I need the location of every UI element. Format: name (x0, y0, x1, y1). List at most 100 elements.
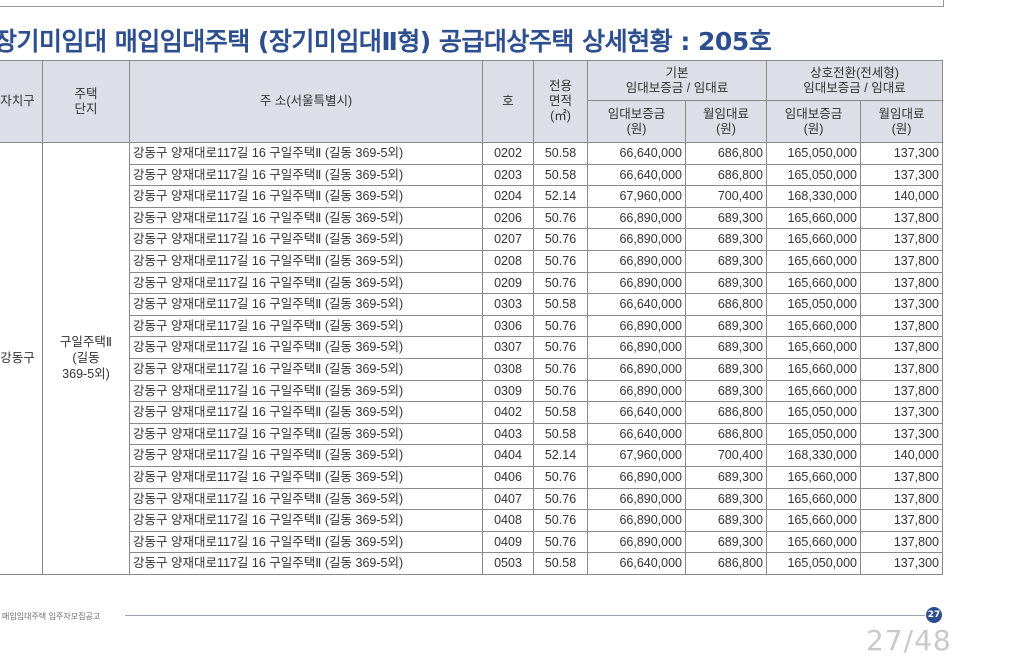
table-row: 강동구 양재대로117길 16 구일주택Ⅱ (길동 369-5외) 0503 50.… (0, 552, 943, 575)
cell-conv-deposit: 165,660,000 (766, 314, 861, 338)
cell-address: 강동구 양재대로117길 16 구일주택Ⅱ (길동 369-5외) (129, 249, 483, 273)
cell-unit: 0402 (482, 401, 534, 424)
cell-address: 강동구 양재대로117길 16 구일주택Ⅱ (길동 369-5외) (129, 357, 483, 381)
cell-conv-deposit: 165,660,000 (766, 271, 861, 295)
table-row: 강동구 양재대로117길 16 구일주택Ⅱ (길동 369-5외) 0306 50.… (0, 314, 943, 338)
footer-label: 매입임대주택 입주자모집공고 (2, 612, 101, 621)
cell-conv-rent: 137,300 (860, 552, 943, 575)
cell-area: 50.76 (533, 228, 588, 251)
cell-unit: 0404 (482, 444, 534, 467)
cell-conv-rent: 137,800 (860, 509, 943, 532)
header-conv-deposit: 임대보증금 (원) (766, 100, 861, 143)
table-row: 강동구 양재대로117길 16 구일주택Ⅱ (길동 369-5외) 0303 50.… (0, 293, 943, 316)
cell-address: 강동구 양재대로117길 16 구일주택Ⅱ (길동 369-5외) (129, 293, 483, 316)
cell-conv-deposit: 165,660,000 (766, 530, 861, 554)
cell-area: 50.58 (533, 552, 588, 575)
cell-area: 50.76 (533, 530, 588, 554)
cell-area: 52.14 (533, 185, 588, 208)
cell-area: 50.76 (533, 379, 588, 403)
cell-unit: 0308 (482, 357, 534, 381)
cell-conv-deposit: 165,660,000 (766, 206, 861, 230)
cell-conv-rent: 137,800 (860, 336, 943, 359)
footer-divider (125, 615, 925, 616)
header-area: 전용 면적 (㎡) (533, 60, 588, 143)
page-counter: 27/48 (866, 624, 952, 657)
cell-unit: 0209 (482, 271, 534, 295)
cell-conv-rent: 140,000 (860, 185, 943, 208)
cell-basic-deposit: 66,890,000 (587, 336, 686, 359)
table-row: 강동구 양재대로117길 16 구일주택Ⅱ (길동 369-5외) 0308 50.… (0, 357, 943, 381)
cell-address: 강동구 양재대로117길 16 구일주택Ⅱ (길동 369-5외) (129, 379, 483, 403)
cell-conv-deposit: 168,330,000 (766, 444, 861, 467)
cell-address: 강동구 양재대로117길 16 구일주택Ⅱ (길동 369-5외) (129, 487, 483, 511)
cell-basic-rent: 689,300 (685, 357, 767, 381)
table-row: 강동구 양재대로117길 16 구일주택Ⅱ (길동 369-5외) 0209 50.… (0, 271, 943, 295)
cell-address: 강동구 양재대로117길 16 구일주택Ⅱ (길동 369-5외) (129, 530, 483, 554)
cell-basic-deposit: 66,640,000 (587, 142, 686, 165)
cell-unit: 0204 (482, 185, 534, 208)
header-address: 주 소(서울특별시) (129, 60, 483, 143)
table-body: 강동구 구일주택Ⅱ (길동 369-5외) 강동구 양재대로117길 16 구일주택… (0, 142, 943, 575)
table-row: 강동구 양재대로117길 16 구일주택Ⅱ (길동 369-5외) 0406 50.… (0, 465, 943, 489)
cell-basic-deposit: 66,890,000 (587, 379, 686, 403)
cell-basic-deposit: 66,640,000 (587, 163, 686, 187)
cell-basic-rent: 686,800 (685, 552, 767, 575)
cell-address: 강동구 양재대로117길 16 구일주택Ⅱ (길동 369-5외) (129, 228, 483, 251)
cell-conv-deposit: 165,660,000 (766, 249, 861, 273)
cell-conv-deposit: 165,050,000 (766, 401, 861, 424)
table-row: 강동구 양재대로117길 16 구일주택Ⅱ (길동 369-5외) 0407 50.… (0, 487, 943, 511)
cell-unit: 0406 (482, 465, 534, 489)
cell-conv-deposit: 165,660,000 (766, 357, 861, 381)
page-number-badge: 27 (926, 607, 942, 623)
cell-address: 강동구 양재대로117길 16 구일주택Ⅱ (길동 369-5외) (129, 422, 483, 446)
cell-conv-deposit: 168,330,000 (766, 185, 861, 208)
cell-area: 50.76 (533, 206, 588, 230)
cell-basic-deposit: 66,640,000 (587, 552, 686, 575)
cell-area: 50.76 (533, 509, 588, 532)
cell-area: 50.76 (533, 336, 588, 359)
cell-basic-rent: 686,800 (685, 401, 767, 424)
cell-area: 50.58 (533, 401, 588, 424)
header-complex: 주택 단지 (42, 60, 130, 143)
cell-complex: 구일주택Ⅱ (길동 369-5외) (42, 142, 130, 575)
cell-basic-deposit: 66,890,000 (587, 509, 686, 532)
cell-conv-rent: 137,800 (860, 379, 943, 403)
cell-unit: 0202 (482, 142, 534, 165)
cell-basic-deposit: 66,640,000 (587, 401, 686, 424)
cell-conv-deposit: 165,050,000 (766, 142, 861, 165)
cell-conv-deposit: 165,050,000 (766, 163, 861, 187)
cell-basic-rent: 689,300 (685, 509, 767, 532)
cell-basic-deposit: 66,890,000 (587, 271, 686, 295)
cell-unit: 0306 (482, 314, 534, 338)
cell-unit: 0208 (482, 249, 534, 273)
housing-table: 자치구 주택 단지 주 소(서울특별시) 호 전용 면적 (㎡) 기본 임대보증… (0, 60, 943, 575)
cell-unit: 0203 (482, 163, 534, 187)
cell-basic-rent: 689,300 (685, 465, 767, 489)
cell-area: 52.14 (533, 444, 588, 467)
cell-conv-rent: 137,800 (860, 228, 943, 251)
cell-basic-deposit: 66,890,000 (587, 357, 686, 381)
cell-basic-rent: 689,300 (685, 379, 767, 403)
cell-address: 강동구 양재대로117길 16 구일주택Ⅱ (길동 369-5외) (129, 444, 483, 467)
cell-conv-rent: 140,000 (860, 444, 943, 467)
cell-basic-deposit: 66,890,000 (587, 314, 686, 338)
cell-basic-rent: 700,400 (685, 444, 767, 467)
cell-unit: 0408 (482, 509, 534, 532)
cell-basic-rent: 700,400 (685, 185, 767, 208)
cell-area: 50.76 (533, 314, 588, 338)
cell-area: 50.58 (533, 422, 588, 446)
cell-unit: 0407 (482, 487, 534, 511)
cell-area: 50.76 (533, 357, 588, 381)
table-row: 강동구 양재대로117길 16 구일주택Ⅱ (길동 369-5외) 0307 50.… (0, 336, 943, 359)
cell-address: 강동구 양재대로117길 16 구일주택Ⅱ (길동 369-5외) (129, 206, 483, 230)
cell-address: 강동구 양재대로117길 16 구일주택Ⅱ (길동 369-5외) (129, 185, 483, 208)
header-conv-rent: 월임대료 (원) (860, 100, 943, 143)
cell-basic-deposit: 66,890,000 (587, 228, 686, 251)
table-row: 강동구 양재대로117길 16 구일주택Ⅱ (길동 369-5외) 0206 50.… (0, 206, 943, 230)
table-row: 강동구 양재대로117길 16 구일주택Ⅱ (길동 369-5외) 0408 50.… (0, 509, 943, 532)
cell-basic-rent: 689,300 (685, 336, 767, 359)
table-row: 강동구 양재대로117길 16 구일주택Ⅱ (길동 369-5외) 0404 52.… (0, 444, 943, 467)
cell-basic-rent: 686,800 (685, 422, 767, 446)
cell-conv-deposit: 165,660,000 (766, 228, 861, 251)
cell-basic-deposit: 66,890,000 (587, 487, 686, 511)
